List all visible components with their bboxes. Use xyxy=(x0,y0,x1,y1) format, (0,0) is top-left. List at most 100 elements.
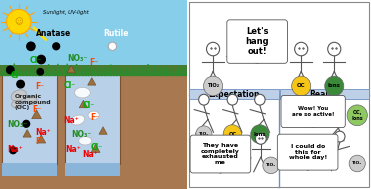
Polygon shape xyxy=(312,122,334,128)
Text: NO₃⁻: NO₃⁻ xyxy=(68,54,88,63)
Polygon shape xyxy=(23,130,31,137)
Circle shape xyxy=(227,94,237,105)
Text: NO₃⁻: NO₃⁻ xyxy=(71,130,92,139)
Text: Cl⁻: Cl⁻ xyxy=(10,71,23,80)
Polygon shape xyxy=(67,65,75,73)
Polygon shape xyxy=(63,66,65,76)
Polygon shape xyxy=(154,65,155,76)
Polygon shape xyxy=(181,67,183,76)
Circle shape xyxy=(255,94,265,105)
Text: NO₃⁻: NO₃⁻ xyxy=(7,120,28,129)
Circle shape xyxy=(53,43,60,50)
Polygon shape xyxy=(160,68,161,76)
Text: TiO₂: TiO₂ xyxy=(207,84,219,88)
Polygon shape xyxy=(32,110,42,119)
Text: Expectation: Expectation xyxy=(209,90,260,99)
Circle shape xyxy=(27,42,35,50)
Polygon shape xyxy=(226,57,259,64)
Ellipse shape xyxy=(25,96,37,104)
Ellipse shape xyxy=(11,90,26,101)
Circle shape xyxy=(325,76,344,96)
Polygon shape xyxy=(35,65,37,76)
Polygon shape xyxy=(98,67,99,76)
Polygon shape xyxy=(113,65,115,76)
FancyBboxPatch shape xyxy=(2,66,57,164)
Circle shape xyxy=(347,105,367,126)
Text: OC: OC xyxy=(297,84,306,88)
Polygon shape xyxy=(26,69,28,76)
Polygon shape xyxy=(85,65,87,76)
Polygon shape xyxy=(307,155,334,171)
Text: F⁻: F⁻ xyxy=(36,82,45,91)
Text: ☺: ☺ xyxy=(14,17,23,26)
Polygon shape xyxy=(141,65,143,76)
Polygon shape xyxy=(60,71,62,76)
Circle shape xyxy=(198,94,209,105)
Polygon shape xyxy=(82,67,84,76)
Polygon shape xyxy=(144,68,146,76)
FancyBboxPatch shape xyxy=(65,163,120,176)
Polygon shape xyxy=(119,67,121,76)
Text: Na⁺: Na⁺ xyxy=(66,145,81,154)
Polygon shape xyxy=(107,68,109,76)
Text: F⁻: F⁻ xyxy=(36,137,45,146)
Polygon shape xyxy=(17,67,18,76)
Ellipse shape xyxy=(71,115,85,125)
Polygon shape xyxy=(178,66,180,76)
Circle shape xyxy=(329,103,339,114)
Circle shape xyxy=(328,42,341,56)
Circle shape xyxy=(295,42,308,56)
Text: OC: OC xyxy=(228,132,236,137)
Text: Anatase: Anatase xyxy=(36,29,71,38)
Circle shape xyxy=(37,55,45,64)
FancyBboxPatch shape xyxy=(65,66,120,164)
Ellipse shape xyxy=(79,137,92,145)
Text: OC,
Ions: OC, Ions xyxy=(351,110,363,121)
Polygon shape xyxy=(79,100,88,108)
Polygon shape xyxy=(166,67,168,76)
Polygon shape xyxy=(10,65,12,76)
Circle shape xyxy=(349,155,365,172)
Polygon shape xyxy=(4,65,6,76)
Polygon shape xyxy=(125,67,127,76)
Circle shape xyxy=(251,125,269,144)
FancyBboxPatch shape xyxy=(281,95,345,128)
Text: Cl⁻: Cl⁻ xyxy=(82,101,95,110)
Polygon shape xyxy=(157,68,158,76)
Text: F⁻: F⁻ xyxy=(89,58,98,67)
Circle shape xyxy=(23,120,30,127)
Text: Rutile: Rutile xyxy=(104,29,129,38)
Text: Sunlight, UV-light: Sunlight, UV-light xyxy=(43,10,88,15)
Text: Wow! You
are so active!: Wow! You are so active! xyxy=(292,106,334,117)
Polygon shape xyxy=(13,64,15,76)
Polygon shape xyxy=(138,67,140,76)
Polygon shape xyxy=(79,70,81,76)
Circle shape xyxy=(335,131,345,142)
Polygon shape xyxy=(94,69,96,76)
FancyBboxPatch shape xyxy=(0,76,187,189)
Text: Na⁺: Na⁺ xyxy=(36,128,51,137)
Text: Cl⁻: Cl⁻ xyxy=(91,143,103,152)
FancyBboxPatch shape xyxy=(190,135,251,173)
Polygon shape xyxy=(135,68,137,76)
Circle shape xyxy=(204,76,223,96)
Polygon shape xyxy=(66,64,68,76)
Circle shape xyxy=(255,133,266,144)
FancyBboxPatch shape xyxy=(2,163,57,176)
Polygon shape xyxy=(147,64,149,76)
FancyBboxPatch shape xyxy=(0,65,187,76)
Polygon shape xyxy=(29,67,31,76)
Circle shape xyxy=(108,42,116,50)
Polygon shape xyxy=(37,135,46,143)
Polygon shape xyxy=(88,66,90,76)
Polygon shape xyxy=(104,67,105,76)
Text: TiO₂: TiO₂ xyxy=(266,163,276,167)
Circle shape xyxy=(17,80,24,88)
Text: Reality: Reality xyxy=(309,90,340,99)
Polygon shape xyxy=(42,70,43,76)
Text: They have
completely
exhausted
me: They have completely exhausted me xyxy=(201,143,240,165)
Polygon shape xyxy=(51,69,53,76)
Polygon shape xyxy=(150,70,152,76)
FancyBboxPatch shape xyxy=(280,89,369,99)
Polygon shape xyxy=(116,68,118,76)
